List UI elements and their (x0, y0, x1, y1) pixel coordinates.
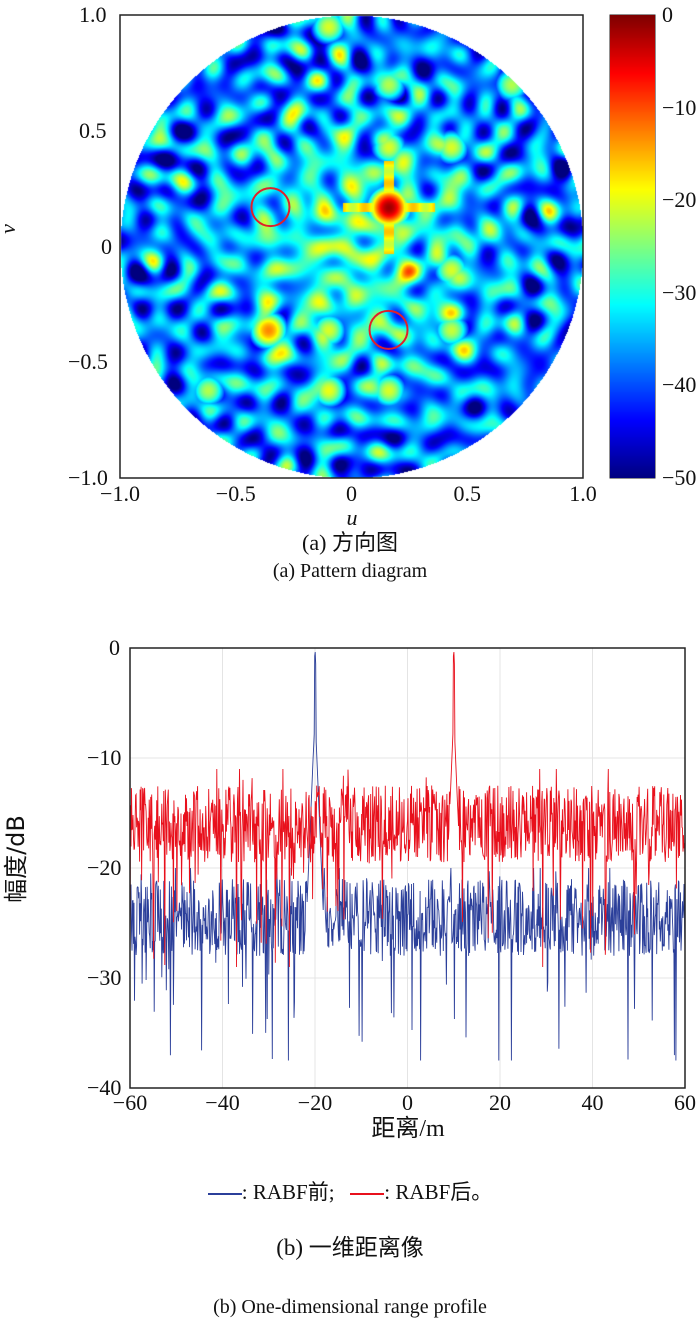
legend-label-before: RABF前 (252, 1180, 329, 1204)
colorbar-tick-label: −10 (662, 94, 697, 120)
legend-end: 。 (471, 1180, 493, 1204)
x-tick-label: −60 (112, 1090, 148, 1115)
colorbar-tick-label: −30 (662, 279, 697, 305)
x-tick-label: −40 (205, 1090, 240, 1115)
colorbar-tick-label: −50 (662, 465, 697, 490)
y-tick-label: 0 (109, 635, 120, 660)
annotation-circle (250, 187, 291, 228)
legend-swatch-after (350, 1193, 385, 1196)
chart-subtitle: (b) One-dimensional range profile (213, 1296, 487, 1318)
annotation-circle (368, 309, 409, 350)
y-tick-label: −10 (87, 745, 122, 770)
x-tick-label: 20 (489, 1090, 511, 1115)
y-tick-label: 0.5 (79, 117, 107, 143)
colorbar-tick-label: 0 (662, 2, 673, 27)
plot-frame (119, 14, 584, 479)
y-tick-label: −30 (87, 965, 122, 990)
series-line-after (129, 651, 686, 968)
plot-frame (129, 647, 686, 1089)
y-axis-label: v (0, 224, 20, 234)
chart-title: (b) 一维距离像 (276, 1235, 424, 1260)
colorbar (610, 15, 655, 478)
legend-label-after: RABF后 (395, 1180, 472, 1204)
y-tick-label: −1.0 (68, 465, 108, 490)
x-tick-label: 0.5 (453, 481, 482, 506)
legend-prefix: : (384, 1180, 396, 1204)
legend-prefix: : (241, 1180, 253, 1204)
y-tick-label: −40 (87, 1075, 122, 1100)
x-tick-label: 1.0 (569, 481, 597, 506)
x-tick-label: −1.0 (100, 481, 140, 506)
pattern-heatmap (120, 15, 583, 478)
range-plot (129, 647, 686, 1089)
legend: : RABF前; : RABF后。 (0, 1176, 700, 1206)
x-tick-label: 0 (402, 1090, 413, 1115)
series-line-before (129, 651, 686, 1061)
x-tick-label: 60 (674, 1090, 696, 1115)
y-tick-label: 0 (101, 233, 112, 259)
y-axis-label: 幅度/dB (1, 815, 30, 903)
y-tick-label: −0.5 (68, 349, 108, 375)
chart-title: (a) 方向图 (302, 530, 398, 555)
x-axis-label: 距离/m (371, 1116, 445, 1142)
x-tick-label: −0.5 (215, 481, 256, 506)
colorbar-tick-label: −40 (662, 372, 697, 398)
x-tick-label: 0 (346, 481, 357, 506)
colorbar-tick-label: −20 (662, 187, 697, 213)
x-axis-label: u (346, 505, 358, 530)
y-tick-label: −20 (87, 855, 122, 880)
x-tick-label: −20 (297, 1090, 333, 1115)
chart-subtitle: (a) Pattern diagram (272, 560, 428, 582)
x-tick-label: 40 (581, 1090, 604, 1115)
y-tick-label: 1.0 (79, 2, 107, 27)
legend-separator: ; (328, 1180, 335, 1204)
legend-swatch-before (207, 1193, 242, 1196)
